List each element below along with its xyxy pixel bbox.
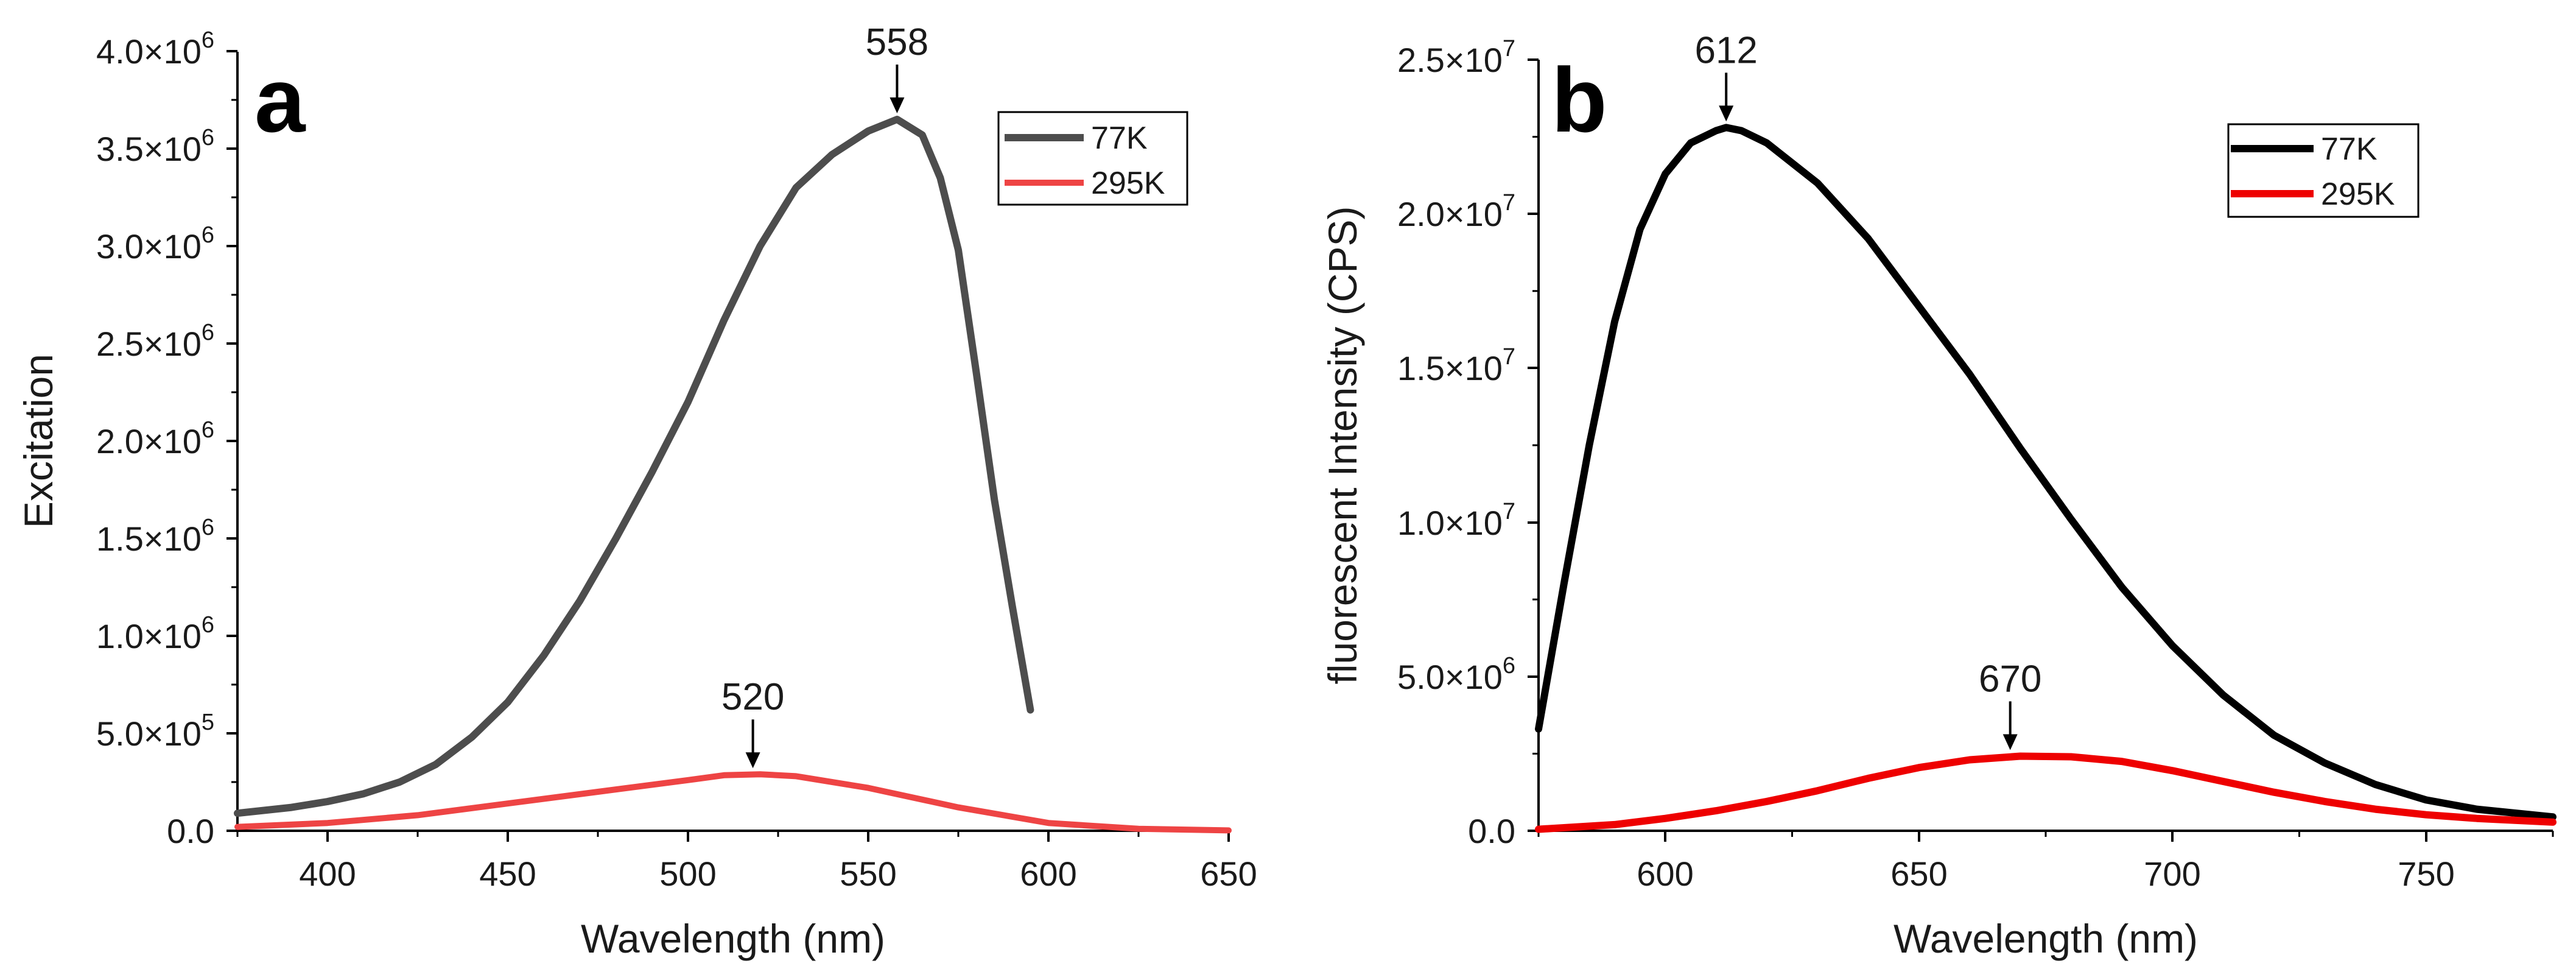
panel-b-x-tick: 700: [2144, 831, 2201, 893]
panel-b-x-tick-label: 700: [2144, 855, 2200, 893]
panel-b-fluorescence-chart: b 600 650 700 750: [1320, 29, 2557, 961]
peak-annotation: 612: [1694, 29, 1758, 122]
panel-a-y-tick-label: 1.0×106: [96, 612, 214, 655]
panel-b-series-group: [1535, 124, 2557, 833]
panel-b-y-tick-label: 2.5×107: [1397, 36, 1515, 79]
panel-a-y-tick: 1.5×106: [96, 515, 237, 558]
panel-b-y-tick-label: 5.0×106: [1397, 653, 1515, 696]
series-77k-line: [1535, 124, 2557, 821]
panel-a-x-ticks: 400 450 500 550 600 650: [299, 831, 1257, 893]
panel-b-y-tick: 2.0×107: [1397, 190, 1539, 233]
panel-a-annotations: 558 520: [721, 21, 928, 769]
panel-a-x-axis-title: Wavelength (nm): [581, 916, 885, 961]
panel-a-legend: 77K 295K: [997, 111, 1188, 206]
peak-annotation: 670: [1979, 658, 2041, 750]
panel-a-y-tick: 3.0×106: [96, 222, 237, 266]
panel-a-excitation-chart: a 400 450 500 550 600: [16, 21, 1257, 961]
panel-a-x-tick: 450: [479, 831, 536, 893]
panel-a-x-tick: 650: [1200, 831, 1257, 893]
legend-label-77k: 77K: [2321, 132, 2378, 167]
panel-b-y-tick: 1.0×107: [1397, 499, 1539, 542]
peak-arrowhead-icon: [745, 752, 760, 769]
peak-annotation: 558: [866, 21, 928, 113]
peak-arrowhead-icon: [1719, 105, 1734, 122]
panel-b-y-tick: 0.0: [1468, 812, 1539, 850]
panel-a-y-tick: 0.0: [167, 812, 237, 850]
panel-a-y-tick-label: 3.5×106: [96, 125, 214, 168]
panel-b-y-tick: 5.0×106: [1397, 653, 1539, 696]
panel-b-y-tick-label: 0.0: [1468, 812, 1515, 850]
panel-b-label: b: [1551, 49, 1607, 151]
panel-a-x-tick: 500: [659, 831, 717, 893]
panel-a-y-tick-label: 3.0×106: [96, 222, 214, 266]
panel-a-x-tick-label: 450: [479, 855, 536, 893]
panel-a-x-tick-label: 650: [1200, 855, 1257, 893]
panel-a-y-tick-label: 2.0×106: [96, 417, 214, 460]
panel-a-x-tick-label: 550: [840, 855, 896, 893]
peak-annotation: 520: [721, 676, 784, 769]
panel-b-y-tick: 2.5×107: [1397, 36, 1539, 79]
peak-label: 520: [721, 676, 784, 718]
panel-a-label: a: [254, 49, 306, 151]
panel-a-x-tick: 600: [1020, 831, 1077, 893]
panel-a-y-tick-label: 5.0×105: [96, 710, 214, 753]
panel-a-x-tick: 400: [299, 831, 356, 893]
panel-a-y-tick-label: 4.0×106: [96, 27, 214, 71]
peak-arrowhead-icon: [890, 97, 905, 113]
panel-b-x-ticks: 600 650 700 750: [1637, 831, 2455, 893]
panel-a-y-tick: 3.5×106: [96, 125, 237, 168]
legend-label-295k: 295K: [2321, 177, 2395, 212]
panel-a-y-tick: 5.0×105: [96, 710, 237, 753]
series-295k-line: [234, 771, 1232, 834]
panel-a-y-tick: 1.0×106: [96, 612, 237, 655]
peak-arrowhead-icon: [2002, 734, 2018, 750]
panel-b-x-tick-label: 600: [1637, 855, 1693, 893]
panel-b-y-tick-label: 1.0×107: [1397, 499, 1515, 542]
panel-a-x-tick-label: 600: [1020, 855, 1076, 893]
peak-label: 558: [866, 21, 928, 63]
panel-a-y-tick: 2.5×106: [96, 320, 237, 363]
panel-a-series-group: [234, 116, 1232, 834]
panel-a-x-tick-label: 400: [299, 855, 356, 893]
panel-a-y-tick: 4.0×106: [96, 27, 237, 71]
peak-label: 612: [1694, 29, 1757, 71]
panel-a-y-ticks: 0.0 5.0×105 1.0×106 1.5×106 2.0×106 2.5×…: [96, 27, 237, 850]
panel-a-minor-ticks: [231, 99, 1140, 837]
panel-b-x-tick: 650: [1890, 831, 1948, 893]
panel-b-x-tick: 600: [1637, 831, 1694, 893]
panel-a-x-tick-label: 500: [659, 855, 716, 893]
panel-b-minor-ticks: [1532, 136, 2554, 837]
legend-label-77k: 77K: [1091, 121, 1148, 156]
panel-b-legend: 77K 295K: [2227, 123, 2420, 218]
panel-b-y-tick-label: 2.0×107: [1397, 190, 1515, 233]
panel-b-x-tick: 750: [2398, 831, 2455, 893]
panel-b-y-ticks: 0.0 5.0×106 1.0×107 1.5×107 2.0×107 2.5×…: [1397, 36, 1539, 850]
peak-label: 670: [1979, 658, 2041, 700]
panel-b-x-tick-label: 650: [1890, 855, 1947, 893]
series-295k-line: [1535, 752, 2557, 833]
legend-label-295k: 295K: [1091, 166, 1165, 201]
panel-b-y-axis-title: fluorescent Intensity (CPS): [1320, 206, 1365, 685]
panel-b-legend-box: [2227, 123, 2420, 218]
panel-b-y-tick-label: 1.5×107: [1397, 344, 1515, 387]
panel-b-x-axis-title: Wavelength (nm): [1893, 916, 2198, 961]
panel-b-annotations: 612 670: [1694, 29, 2041, 750]
panel-a-legend-box: [997, 111, 1188, 206]
panel-a-y-tick-label: 0.0: [167, 812, 214, 850]
series-77k-line: [234, 116, 1034, 817]
panel-a-x-tick: 550: [840, 831, 897, 893]
panel-b-x-tick-label: 750: [2398, 855, 2454, 893]
panel-a-y-axis-title: Excitation: [16, 354, 61, 528]
panel-a-y-tick: 2.0×106: [96, 417, 237, 460]
panel-a-y-tick-label: 1.5×106: [96, 515, 214, 558]
panel-a-y-tick-label: 2.5×106: [96, 320, 214, 363]
panel-b-y-tick: 1.5×107: [1397, 344, 1539, 387]
